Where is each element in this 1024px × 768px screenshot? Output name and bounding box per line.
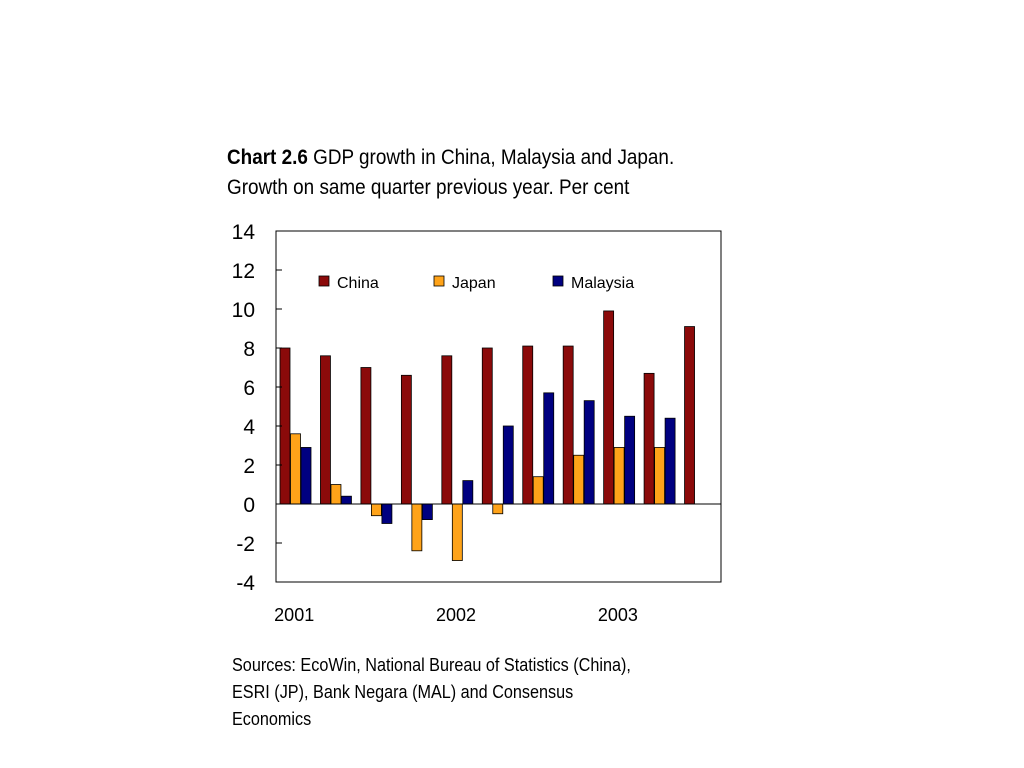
bar-japan-2002-q2 (492, 503, 504, 515)
bar-china-2003-q1 (603, 310, 615, 505)
bar-china-2003-q2 (643, 372, 655, 505)
bar-japan-2001-q1 (290, 433, 301, 505)
x-tick-label: 2003 (598, 605, 638, 625)
sources-note: Sources: EcoWin, National Bureau of Stat… (232, 652, 700, 733)
legend-label-china: China (337, 275, 379, 292)
y-tick-label: 0 (243, 494, 255, 517)
y-tick-label: 8 (243, 338, 255, 361)
y-tick-label: -2 (236, 533, 255, 556)
legend-label-malaysia: Malaysia (571, 275, 634, 292)
bar-japan-2002-q3 (532, 476, 544, 505)
legend-label-japan: Japan (452, 275, 496, 292)
legend-swatch-china (318, 275, 330, 287)
chart-number: Chart 2.6 (227, 146, 308, 169)
bar-group (279, 310, 695, 561)
bar-china-2001-q3 (360, 367, 372, 505)
axes-group: 14 12 10 8 6 4 2 0 -2 -4 2001 2002 2003 (232, 221, 722, 625)
bar-china-2001-q4 (400, 374, 412, 505)
bar-japan-2003-q2 (654, 447, 665, 505)
legend: China Japan Malaysia (318, 275, 634, 292)
bar-malaysia-2003-q1 (624, 415, 636, 505)
bar-china-2001-q2 (320, 355, 331, 505)
bar-malaysia-2002-q1 (462, 480, 474, 505)
bar-china-2002-q4 (562, 345, 574, 505)
sources-line-2: ESRI (JP), Bank Negara (MAL) and Consens… (232, 682, 574, 702)
x-tick-label: 2001 (274, 605, 314, 625)
bar-japan-2002-q1 (451, 503, 463, 561)
x-tick-label: 2002 (436, 605, 476, 625)
y-tick-label: 10 (232, 299, 255, 322)
bar-china-2003-q3 (684, 326, 695, 505)
legend-swatch-malaysia (552, 275, 564, 287)
bar-malaysia-2003-q2 (664, 417, 676, 505)
sources-line-1: Sources: EcoWin, National Bureau of Stat… (232, 655, 631, 675)
y-tick-label: 2 (243, 455, 255, 478)
y-tick-label: 14 (232, 221, 256, 244)
bar-japan-2001-q4 (411, 503, 423, 552)
y-tick-label: 4 (243, 416, 255, 439)
bar-malaysia-2001-q3 (381, 503, 393, 524)
y-tick-label: 12 (232, 260, 255, 283)
bar-malaysia-2002-q2 (502, 425, 514, 505)
sources-line-3: Economics (232, 709, 312, 729)
bar-japan-2002-q4 (573, 454, 585, 505)
bar-malaysia-2002-q3 (543, 392, 555, 505)
title-line-2: Growth on same quarter previous year. Pe… (227, 176, 630, 199)
y-tick-label: 6 (243, 377, 255, 400)
title-line-1: GDP growth in China, Malaysia and Japan. (313, 146, 675, 169)
bar-malaysia-2001-q4 (421, 503, 433, 521)
legend-swatch-japan (433, 275, 445, 287)
bar-malaysia-2002-q4 (583, 400, 595, 505)
bar-china-2002-q1 (441, 355, 453, 505)
y-tick-label: -4 (236, 572, 255, 595)
bar-malaysia-2001-q1 (300, 447, 312, 505)
bar-china-2002-q2 (481, 347, 493, 505)
bar-japan-2001-q3 (371, 503, 382, 517)
plot-frame (275, 230, 722, 583)
bar-malaysia-2001-q2 (341, 495, 352, 505)
bar-china-2002-q3 (522, 345, 534, 505)
chart-title: Chart 2.6 GDP growth in China, Malaysia … (227, 143, 674, 203)
bar-japan-2001-q2 (330, 484, 342, 505)
bar-japan-2003-q1 (613, 447, 625, 505)
